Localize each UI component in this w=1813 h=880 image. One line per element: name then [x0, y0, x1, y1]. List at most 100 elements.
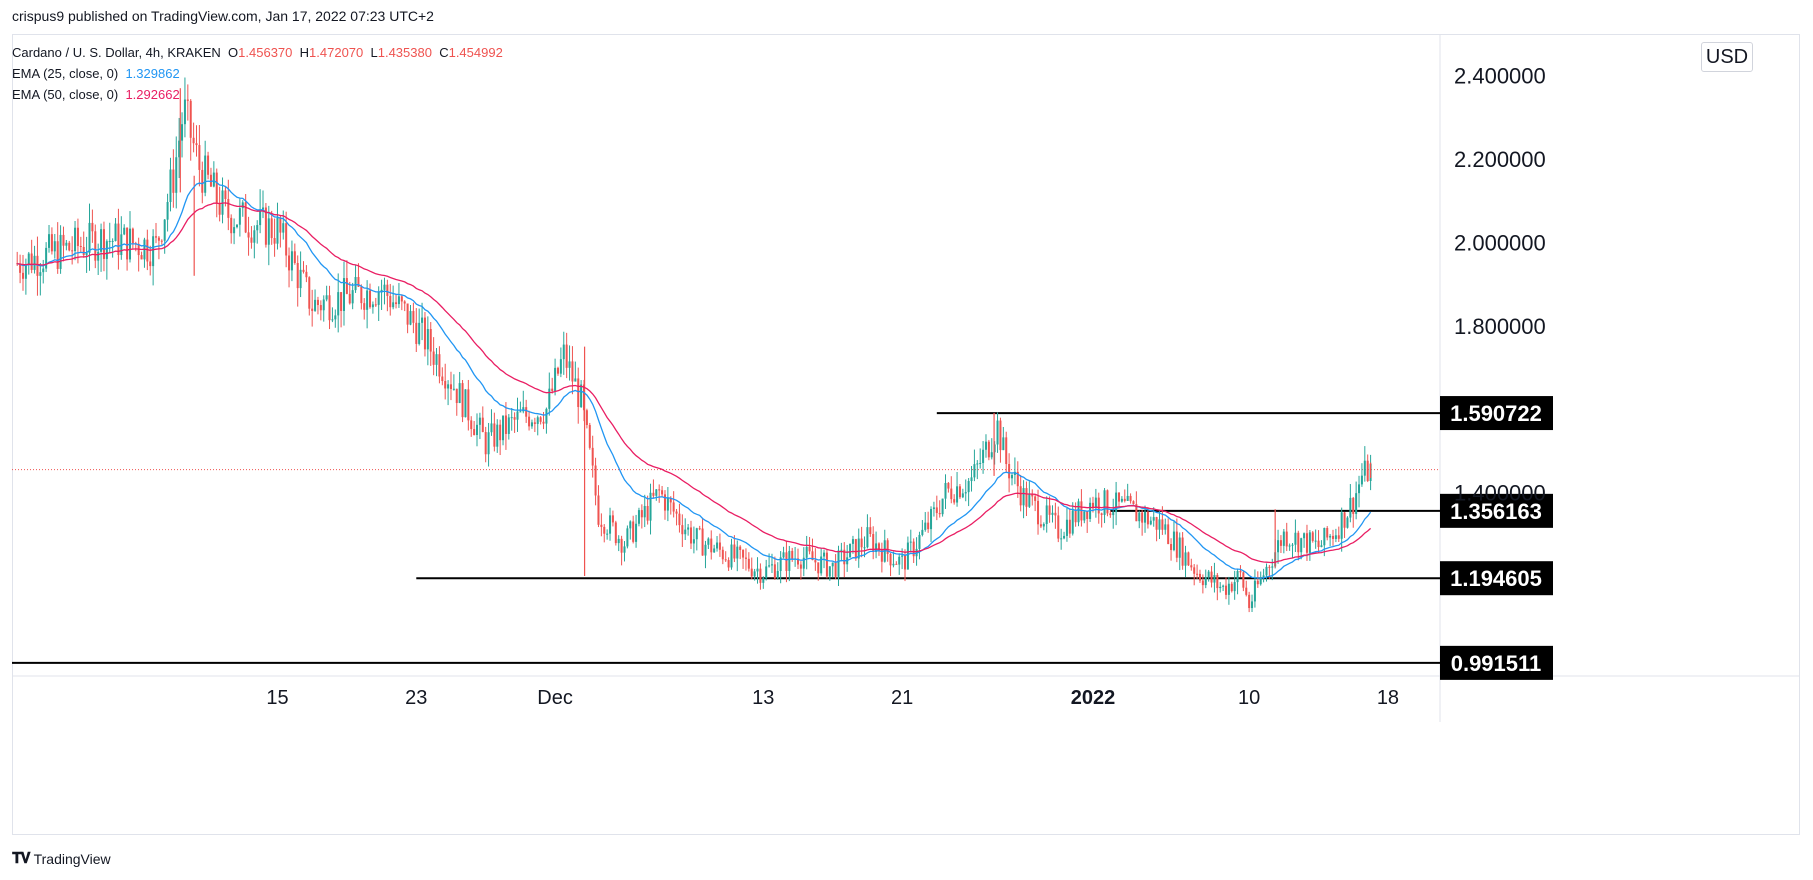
legend-symbol-row[interactable]: Cardano / U. S. Dollar, 4h, KRAKEN O1.45… — [12, 42, 503, 63]
candle-body — [961, 493, 964, 498]
candle-body — [504, 415, 507, 434]
candle-body — [851, 539, 854, 544]
candle-body — [1279, 540, 1282, 546]
candle-body — [724, 559, 727, 561]
candle-body — [640, 510, 643, 518]
legend-ema50-row[interactable]: EMA (50, close, 0) 1.292662 — [12, 84, 503, 105]
candle-body — [1366, 460, 1369, 481]
candle-body — [1063, 535, 1066, 539]
candle-body — [1117, 492, 1121, 502]
candle-body — [996, 420, 999, 445]
candle-body — [739, 546, 742, 550]
candle-body — [727, 560, 730, 568]
candle-body — [568, 361, 571, 368]
candle-body — [1308, 532, 1311, 553]
level-label-bg — [1440, 561, 1553, 596]
candle-body — [386, 284, 389, 296]
candle-body — [698, 528, 701, 530]
candle-body — [455, 388, 458, 403]
candle-body — [747, 558, 750, 569]
candle-body — [692, 539, 695, 544]
candle-body — [227, 199, 230, 218]
candle-body — [1022, 488, 1025, 506]
candle-body — [334, 315, 337, 320]
candle-body — [973, 464, 976, 478]
candle-body — [452, 388, 455, 390]
ema-lines — [17, 180, 1372, 579]
candle-body — [600, 524, 603, 527]
candle-body — [409, 311, 412, 325]
candle-body — [1268, 566, 1271, 568]
horizontal-levels[interactable]: 1.590722 1.356163 1.194605 0.991511 — [12, 396, 1553, 680]
close-key: C — [439, 45, 449, 60]
candle-body — [105, 241, 108, 259]
candle-body — [1112, 512, 1115, 516]
candle-body — [1323, 527, 1326, 546]
price-tick-label: 1.400000 — [1454, 481, 1546, 506]
candle-body — [149, 261, 152, 267]
price-axis[interactable]: 2.400000 2.200000 2.000000 1.800000 1.400000 — [1454, 64, 1546, 506]
candle-body — [1146, 511, 1149, 525]
candle-body — [244, 202, 247, 233]
candle-body — [1222, 585, 1225, 587]
candle-body — [930, 509, 933, 530]
candle-body — [392, 302, 395, 308]
currency-selector[interactable]: USD — [1701, 42, 1753, 72]
candle-body — [207, 155, 210, 175]
candle-body — [473, 429, 476, 436]
candle-body — [918, 534, 921, 549]
candle-body — [681, 525, 684, 535]
close-value: 1.454992 — [448, 45, 503, 60]
candle-body — [146, 239, 149, 262]
candle-body — [912, 541, 915, 557]
chart-frame[interactable] — [12, 34, 1800, 835]
candle-body — [1352, 497, 1355, 514]
candle-body — [663, 494, 666, 511]
open-key: O — [228, 45, 239, 60]
candle-body — [721, 549, 724, 560]
candle-body — [421, 317, 424, 323]
candle-body — [1305, 533, 1308, 553]
candle-body — [363, 303, 366, 310]
time-axis[interactable]: 15 23 Dec 13 21 2022 10 18 — [266, 687, 1399, 709]
candle-body — [30, 253, 33, 270]
candle-body — [695, 528, 698, 540]
time-tick-label: 18 — [1377, 687, 1399, 709]
candle-body — [799, 564, 802, 569]
candle-body — [1010, 474, 1014, 479]
candle-body — [85, 252, 88, 256]
candle-body — [290, 251, 293, 271]
candle-body — [1248, 594, 1251, 609]
candle-body — [1008, 464, 1011, 479]
candle-body — [1115, 492, 1118, 513]
candle-body — [770, 564, 773, 566]
candle-body — [1172, 531, 1175, 551]
candle-body — [1178, 537, 1181, 558]
candle-body — [591, 447, 594, 466]
candle-body — [814, 560, 817, 563]
legend-ema25-row[interactable]: EMA (25, close, 0) 1.329862 — [12, 63, 503, 84]
candle-body — [475, 424, 479, 436]
candle-body — [687, 527, 690, 530]
candle-body — [1042, 524, 1045, 527]
candle-body — [42, 268, 45, 273]
candle-body — [750, 568, 753, 577]
candle-body — [556, 367, 559, 374]
candle-body — [773, 564, 776, 579]
candle-body — [765, 566, 768, 579]
candle-body — [718, 542, 721, 550]
candle-body — [982, 449, 985, 463]
candle-body — [571, 361, 574, 382]
candle-body — [551, 388, 554, 392]
candle-body — [828, 566, 831, 577]
candle-body — [88, 222, 91, 253]
candle-body — [1132, 501, 1135, 505]
candle-body — [1031, 494, 1034, 497]
candle-body — [1204, 577, 1207, 586]
candle-body — [1196, 573, 1199, 575]
candle-body — [1334, 535, 1337, 539]
candle-body — [97, 251, 100, 261]
candle-body — [74, 227, 77, 252]
tradingview-footer[interactable]: 𝐓𝐕 TradingView — [12, 850, 111, 867]
